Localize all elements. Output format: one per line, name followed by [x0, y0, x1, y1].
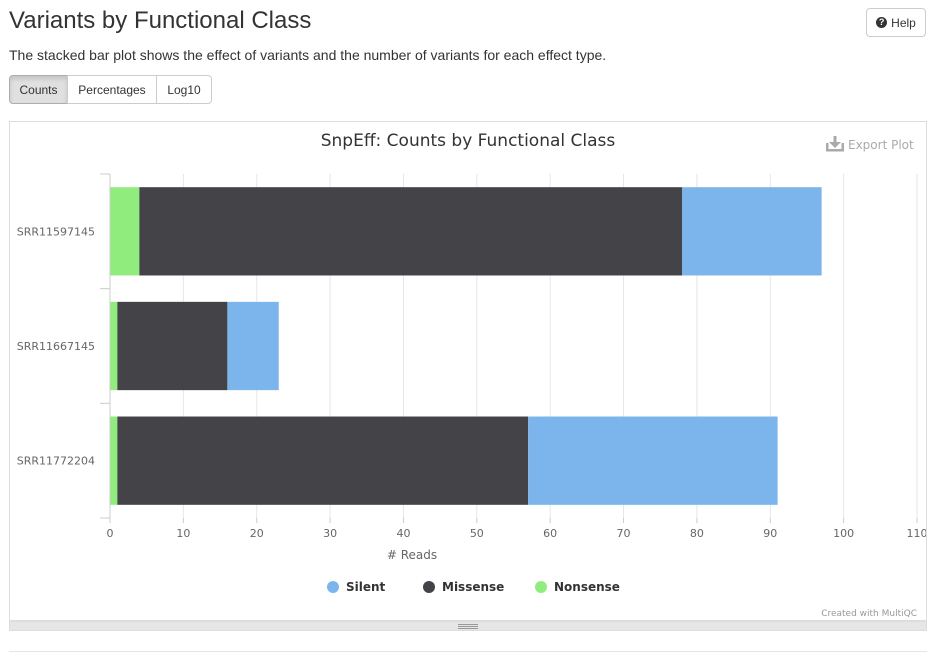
- export-plot-button[interactable]: Export Plot: [826, 136, 914, 152]
- x-tick-label: 0: [107, 527, 114, 540]
- percentages-toggle-button[interactable]: Percentages: [67, 75, 157, 104]
- log10-toggle-button[interactable]: Log10: [156, 75, 212, 104]
- legend-marker: [535, 581, 547, 593]
- legend-marker: [423, 581, 435, 593]
- x-tick-label: 70: [617, 527, 631, 540]
- plot-panel: SnpEff: Counts by Functional Class Expor…: [9, 121, 928, 621]
- x-tick-label: 100: [833, 527, 854, 540]
- x-tick-label: 80: [690, 527, 704, 540]
- help-button-label: Help: [891, 15, 916, 30]
- x-tick-label: 60: [543, 527, 557, 540]
- y-category-label: SRR11667145: [17, 340, 95, 353]
- x-tick-label: 110: [907, 527, 927, 540]
- bar-segment-nonsense[interactable]: [110, 187, 140, 276]
- legend-label: Nonsense: [554, 580, 620, 594]
- bar-segment-nonsense[interactable]: [110, 416, 118, 505]
- bar-segment-silent[interactable]: [682, 187, 822, 276]
- x-tick-label: 50: [470, 527, 484, 540]
- chart-title: SnpEff: Counts by Functional Class: [321, 131, 616, 151]
- legend-item-missense[interactable]: Missense: [423, 580, 504, 594]
- x-tick-label: 30: [323, 527, 337, 540]
- bar-segment-missense[interactable]: [139, 187, 683, 276]
- legend-item-nonsense[interactable]: Nonsense: [535, 580, 620, 594]
- section-divider: [9, 651, 927, 652]
- page-title: Variants by Functional Class: [9, 7, 312, 34]
- y-category-label: SRR11772204: [17, 455, 95, 468]
- bar-chart: SnpEff: Counts by Functional Class Expor…: [17, 131, 928, 619]
- y-category-label: SRR11597145: [17, 225, 95, 238]
- x-tick-label: 90: [763, 527, 777, 540]
- axes: 0 10 20 30 40 50 60 70 80 90 100 110 SRR11597145 SRR1…: [17, 173, 928, 540]
- bar-segment-missense[interactable]: [117, 416, 529, 505]
- download-icon: [826, 136, 844, 152]
- bar-segment-nonsense[interactable]: [110, 301, 118, 391]
- legend-item-silent[interactable]: Silent: [327, 580, 386, 594]
- grip-icon: [458, 623, 478, 629]
- bar-segment-silent[interactable]: [227, 301, 279, 391]
- plot-description: The stacked bar plot shows the effect of…: [9, 47, 607, 63]
- plot-resize-handle[interactable]: [9, 621, 927, 631]
- legend-label: Missense: [442, 580, 504, 594]
- export-plot-label: Export Plot: [848, 138, 914, 152]
- data-view-toggle-group: Counts Percentages Log10: [9, 75, 212, 104]
- legend-marker: [327, 581, 339, 593]
- x-tick-label: 10: [176, 527, 190, 540]
- legend-label: Silent: [346, 580, 386, 594]
- x-tick-label: 40: [396, 527, 410, 540]
- bar-segment-silent[interactable]: [528, 416, 778, 505]
- legend: Silent Missense Nonsense: [327, 580, 620, 594]
- counts-toggle-button[interactable]: Counts: [9, 75, 68, 104]
- bars: [110, 187, 822, 505]
- help-button[interactable]: ? Help: [866, 8, 926, 37]
- x-axis-label: # Reads: [387, 548, 437, 562]
- bar-segment-missense[interactable]: [117, 301, 228, 391]
- x-tick-label: 20: [250, 527, 264, 540]
- multiqc-credit: Created with MultiQC: [821, 609, 917, 619]
- question-circle-icon: ?: [876, 17, 888, 28]
